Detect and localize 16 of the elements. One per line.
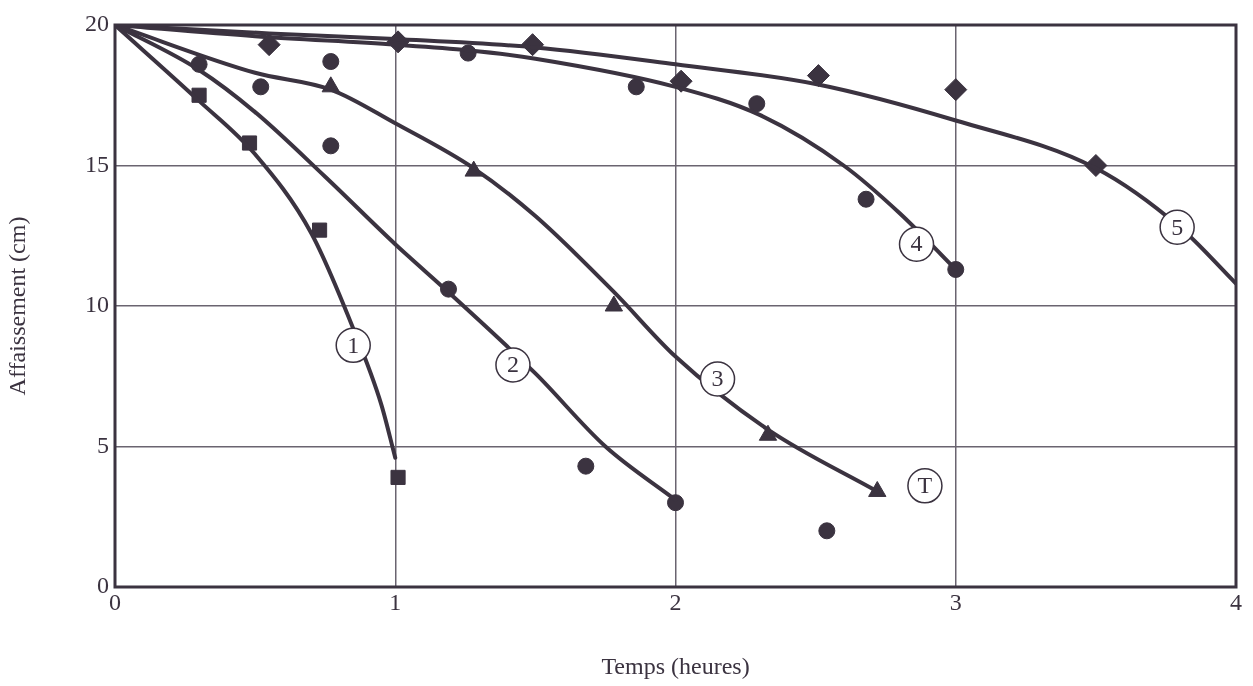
annotation: T [917, 472, 933, 499]
annotation: 2 [506, 351, 519, 378]
annotation: 1 [347, 331, 360, 358]
x-tick-label: 2 [669, 588, 682, 615]
x-tick-label: 3 [949, 588, 962, 615]
y-tick-label: 10 [85, 291, 109, 318]
y-tick-label: 5 [97, 431, 109, 458]
x-tick-label: 1 [389, 588, 402, 615]
annotation: 4 [910, 230, 923, 257]
y-tick-label: 20 [85, 10, 109, 37]
annotation: 3 [711, 365, 724, 392]
x-tick-label: 4 [1230, 588, 1242, 615]
x-axis-title: Temps (heures) [601, 652, 750, 679]
y-axis-title: Affaissement (cm) [3, 216, 30, 396]
annotation: 5 [1171, 213, 1184, 240]
y-tick-label: 15 [85, 150, 109, 177]
